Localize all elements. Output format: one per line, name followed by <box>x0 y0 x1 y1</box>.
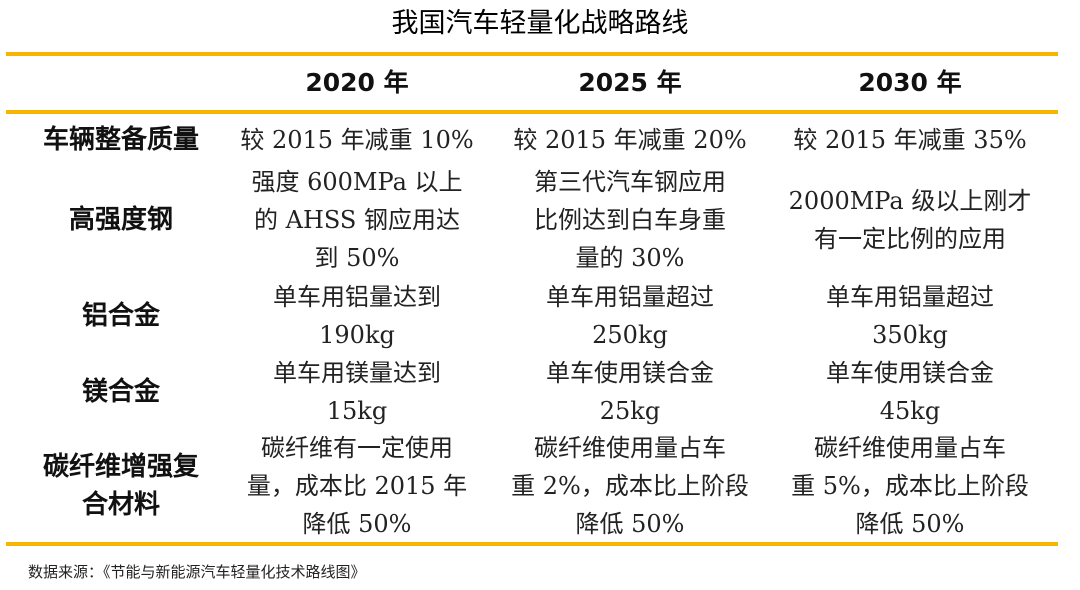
column-header-2025: 2025 年 <box>578 68 682 97</box>
bottom-divider <box>6 542 1058 546</box>
table-cell: 单车使用镁合金 45kg <box>772 354 1048 430</box>
cell-text: 较 2015 年减重 10% <box>240 126 474 154</box>
cell-text: 第三代汽车钢应用 比例达到白车身重 量的 30% <box>534 168 726 272</box>
row-label-text: 高强度钢 <box>68 205 173 235</box>
table-cell: 较 2015 年减重 35% <box>772 118 1048 162</box>
table-cell: 较 2015 年减重 10% <box>226 118 488 162</box>
cell-text: 碳纤维使用量占车重 5%，成本比上阶段 降低 50% <box>791 434 1029 538</box>
row-label-aluminum-alloy: 铝合金 <box>16 278 226 354</box>
table-cell: 单车使用镁合金 25kg <box>494 354 766 430</box>
cell-text: 碳纤维有一定使用 量，成本比 2015 年降低 50% <box>246 434 468 538</box>
table-cell: 2000MPa 级以上刚才 有一定比例的应用 <box>772 162 1048 278</box>
table-cell: 单车用镁量达到 15kg <box>226 354 488 430</box>
source-note: 数据来源：《节能与新能源汽车轻量化技术路线图》 <box>28 563 366 581</box>
table-cell: 单车用铝量超过 350kg <box>772 278 1048 354</box>
header-divider <box>6 110 1058 114</box>
row-label-high-strength-steel: 高强度钢 <box>16 162 226 278</box>
table-cell: 碳纤维使用量占车重 2%，成本比上阶段 降低 50% <box>494 430 766 542</box>
row-label-vehicle-mass: 车辆整备质量 <box>16 118 226 162</box>
table-cell: 碳纤维有一定使用 量，成本比 2015 年降低 50% <box>226 430 488 542</box>
row-label-carbon-fiber: 碳纤维增强复 合材料 <box>16 430 226 542</box>
table-title: 我国汽车轻量化战略路线 <box>391 8 689 39</box>
cell-text: 强度 600MPa 以上的 AHSS 钢应用达到 50% <box>251 168 463 272</box>
cell-text: 单车使用镁合金 25kg <box>546 359 714 425</box>
cell-text: 2000MPa 级以上刚才 有一定比例的应用 <box>788 187 1032 253</box>
table-cell: 强度 600MPa 以上的 AHSS 钢应用达到 50% <box>226 162 488 278</box>
cell-text: 较 2015 年减重 20% <box>513 126 747 154</box>
row-label-text: 碳纤维增强复 合材料 <box>42 452 199 520</box>
cell-text: 单车用铝量超过 350kg <box>826 283 994 349</box>
cell-text: 单车使用镁合金 45kg <box>826 359 994 425</box>
cell-text: 碳纤维使用量占车重 2%，成本比上阶段 降低 50% <box>511 434 749 538</box>
table-cell: 碳纤维使用量占车重 5%，成本比上阶段 降低 50% <box>772 430 1048 542</box>
row-label-text: 铝合金 <box>81 301 160 331</box>
table-cell: 单车用铝量超过 250kg <box>494 278 766 354</box>
row-label-magnesium-alloy: 镁合金 <box>16 354 226 430</box>
cell-text: 单车用铝量达到 190kg <box>273 283 441 349</box>
top-divider <box>6 52 1058 56</box>
table-cell: 第三代汽车钢应用 比例达到白车身重 量的 30% <box>494 162 766 278</box>
cell-text: 较 2015 年减重 35% <box>793 126 1027 154</box>
row-label-text: 车辆整备质量 <box>42 125 199 155</box>
cell-text: 单车用铝量超过 250kg <box>546 283 714 349</box>
table-cell: 较 2015 年减重 20% <box>494 118 766 162</box>
row-label-text: 镁合金 <box>81 377 160 407</box>
table-cell: 单车用铝量达到 190kg <box>226 278 488 354</box>
column-header-2030: 2030 年 <box>858 68 962 97</box>
cell-text: 单车用镁量达到 15kg <box>273 359 441 425</box>
column-header-2020: 2020 年 <box>305 68 409 97</box>
